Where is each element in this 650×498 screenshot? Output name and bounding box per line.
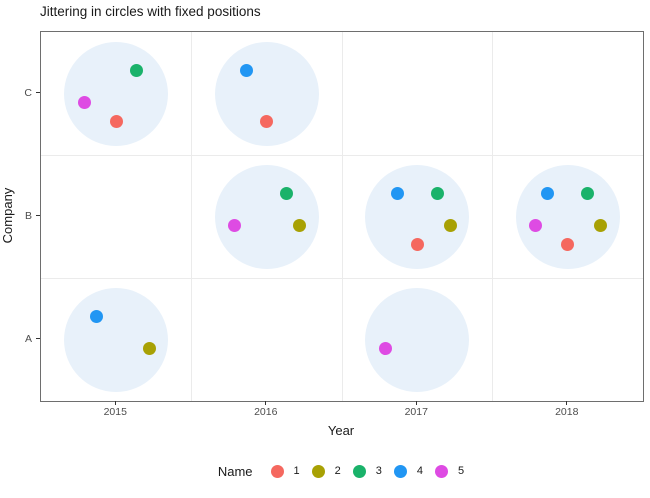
- y-tick-mark: [36, 92, 40, 93]
- data-point: [390, 187, 404, 200]
- gridline-vertical: [341, 32, 343, 401]
- legend-dot-icon: [311, 464, 325, 478]
- data-point: [561, 238, 575, 251]
- data-point: [129, 64, 143, 77]
- x-axis-title: Year: [327, 423, 355, 438]
- legend: Name 1 2 3 4 5: [40, 460, 642, 482]
- x-tick-mark: [114, 401, 116, 405]
- group-bubble: [515, 164, 620, 269]
- legend-title: Name: [217, 463, 253, 479]
- data-point: [240, 64, 254, 77]
- x-tick-label: 2017: [404, 406, 428, 418]
- group-bubble: [214, 41, 319, 146]
- y-tick-label: C: [24, 86, 32, 99]
- data-point: [77, 96, 91, 109]
- data-point: [529, 219, 543, 232]
- y-tick-label: B: [24, 209, 32, 222]
- x-tick-mark: [265, 401, 267, 405]
- data-point: [378, 342, 392, 355]
- x-tick-label: 2018: [555, 406, 579, 418]
- gridline-vertical: [191, 32, 192, 401]
- legend-item: 3: [352, 464, 382, 478]
- data-point: [430, 187, 444, 200]
- legend-dot-icon: [393, 464, 407, 478]
- group-bubble: [365, 164, 470, 269]
- group-bubble: [214, 164, 319, 269]
- legend-label: 3: [375, 465, 382, 477]
- data-point: [142, 342, 156, 355]
- gridline-horizontal: [41, 277, 643, 279]
- y-tick-mark: [36, 215, 40, 216]
- legend-label: 4: [416, 465, 424, 477]
- data-point: [410, 238, 424, 251]
- y-tick-mark: [36, 338, 40, 339]
- legend-label: 1: [293, 465, 300, 477]
- legend-item: 2: [311, 464, 341, 478]
- x-tick-mark: [566, 401, 568, 405]
- x-tick-label: 2016: [254, 406, 278, 418]
- x-tick-mark: [415, 401, 417, 405]
- data-point: [581, 187, 595, 200]
- x-tick-label: 2015: [103, 406, 127, 418]
- data-point: [541, 187, 555, 200]
- group-bubble: [64, 287, 169, 392]
- group-bubble: [365, 287, 470, 392]
- plot-panel: [40, 31, 644, 402]
- legend-item: 1: [270, 464, 300, 478]
- data-point: [260, 115, 274, 128]
- data-point: [228, 219, 242, 232]
- gridline-vertical: [492, 32, 493, 401]
- legend-dot-icon: [270, 464, 284, 478]
- legend-dot-icon: [435, 464, 449, 478]
- data-point: [280, 187, 294, 200]
- legend-item: 5: [435, 464, 465, 478]
- data-point: [293, 219, 307, 232]
- legend-label: 2: [334, 465, 341, 477]
- legend-item: 4: [393, 464, 424, 478]
- legend-dot-icon: [352, 464, 366, 478]
- data-point: [89, 310, 103, 323]
- group-bubble: [64, 41, 169, 146]
- gridline-horizontal: [41, 154, 643, 156]
- data-point: [594, 219, 608, 232]
- chart-title: Jittering in circles with fixed position…: [40, 4, 261, 19]
- legend-label: 5: [458, 465, 465, 477]
- data-point: [443, 219, 457, 232]
- y-tick-label: A: [24, 332, 32, 345]
- data-point: [109, 115, 123, 128]
